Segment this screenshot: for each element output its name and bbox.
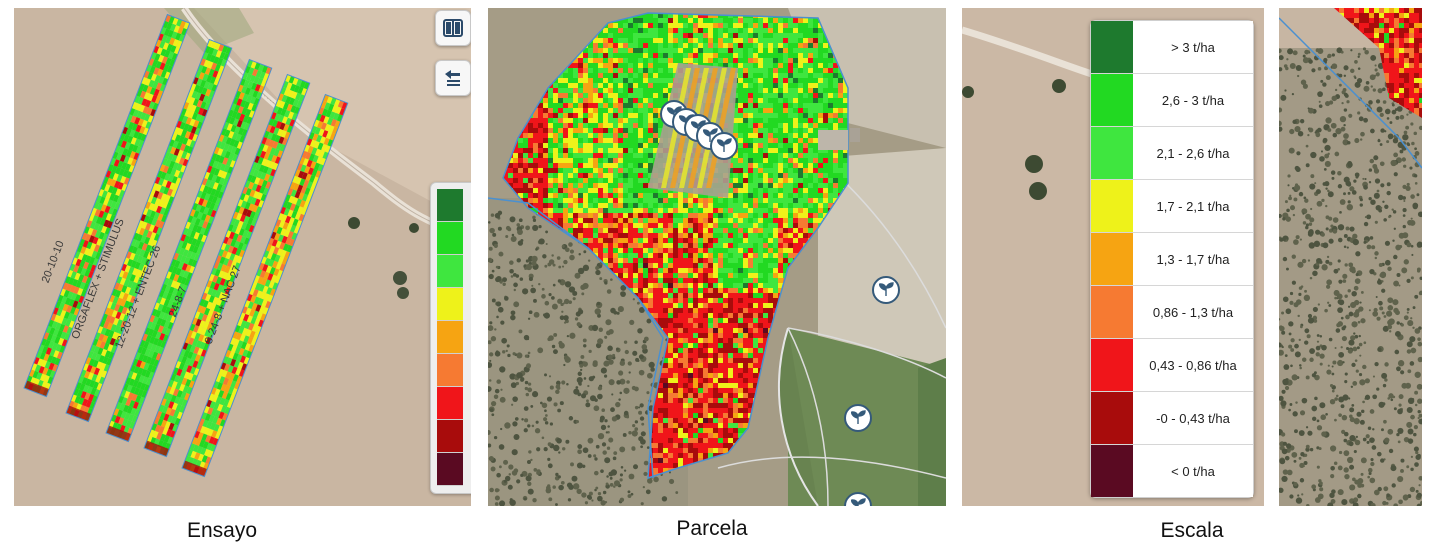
legend-swatch xyxy=(437,321,463,354)
legend-item: 2,1 - 2,6 t/ha xyxy=(1091,127,1253,180)
trial-strip xyxy=(181,93,349,478)
split-view-button[interactable] xyxy=(435,10,471,46)
plot-map-panel[interactable] xyxy=(488,8,946,506)
legend-label: 1,7 - 2,1 t/ha xyxy=(1133,180,1253,232)
legend-item: 2,6 - 3 t/ha xyxy=(1091,74,1253,127)
legend-item: 0,86 - 1,3 t/ha xyxy=(1091,286,1253,339)
legend-swatch xyxy=(437,255,463,288)
legend-item: < 0 t/ha xyxy=(1091,445,1253,497)
legend-label: 1,3 - 1,7 t/ha xyxy=(1133,233,1253,285)
trial-strip xyxy=(105,58,273,443)
legend-swatch xyxy=(437,453,463,486)
split-view-icon xyxy=(443,19,463,37)
plant-marker-icon[interactable] xyxy=(872,276,900,304)
legend-swatch xyxy=(1091,233,1133,285)
legend-item: > 3 t/ha xyxy=(1091,21,1253,74)
yield-legend: > 3 t/ha 2,6 - 3 t/ha 2,1 - 2,6 t/ha 1,7 - … xyxy=(1090,20,1254,498)
trial-map-panel[interactable]: · · · · · · · · · · · · · 20-10-10 ORGAFL… xyxy=(14,8,471,506)
legend-swatch xyxy=(1091,74,1133,126)
legend-swatch xyxy=(437,222,463,255)
legend-label: 0,86 - 1,3 t/ha xyxy=(1133,286,1253,338)
legend-label: -0 - 0,43 t/ha xyxy=(1133,392,1253,444)
layers-button[interactable] xyxy=(435,60,471,96)
caption-parcela: Parcela xyxy=(676,517,748,540)
plot-map[interactable] xyxy=(488,8,946,506)
legend-label: 2,6 - 3 t/ha xyxy=(1133,74,1253,126)
trial-strip xyxy=(65,38,233,423)
legend-swatch xyxy=(437,189,463,222)
legend-label: 2,1 - 2,6 t/ha xyxy=(1133,127,1253,179)
legend-item: 0,43 - 0,86 t/ha xyxy=(1091,339,1253,392)
legend-swatch xyxy=(1091,127,1133,179)
plant-marker-icon[interactable] xyxy=(710,132,738,160)
legend-label: < 0 t/ha xyxy=(1133,445,1253,497)
layers-icon xyxy=(443,69,463,87)
plant-marker-icon[interactable] xyxy=(844,404,872,432)
plant-marker-icon[interactable] xyxy=(844,492,872,506)
legend-item: 1,7 - 2,1 t/ha xyxy=(1091,180,1253,233)
legend-swatch xyxy=(437,354,463,387)
caption-ensayo: Ensayo xyxy=(186,519,258,542)
legend-collapsed[interactable] xyxy=(430,182,471,494)
legend-swatch xyxy=(437,420,463,453)
legend-swatch xyxy=(1091,180,1133,232)
legend-swatch xyxy=(1091,286,1133,338)
trial-map[interactable]: · · · · · · · · · · · · · 20-10-10 ORGAFL… xyxy=(14,8,471,506)
legend-swatch xyxy=(437,288,463,321)
legend-swatch xyxy=(1091,21,1133,73)
legend-swatch xyxy=(1091,445,1133,497)
legend-item: -0 - 0,43 t/ha xyxy=(1091,392,1253,445)
legend-label: > 3 t/ha xyxy=(1133,21,1253,73)
caption-escala: Escala xyxy=(1160,519,1224,542)
trial-strip xyxy=(23,13,191,398)
legend-label: 0,43 - 0,86 t/ha xyxy=(1133,339,1253,391)
legend-swatch xyxy=(1091,392,1133,444)
trial-strip xyxy=(143,73,311,458)
map-crop-panel[interactable] xyxy=(1279,8,1422,506)
legend-swatch xyxy=(1091,339,1133,391)
scale-map-panel[interactable]: > 3 t/ha 2,6 - 3 t/ha 2,1 - 2,6 t/ha 1,7 - … xyxy=(962,8,1264,506)
legend-swatch xyxy=(437,387,463,420)
legend-item: 1,3 - 1,7 t/ha xyxy=(1091,233,1253,286)
